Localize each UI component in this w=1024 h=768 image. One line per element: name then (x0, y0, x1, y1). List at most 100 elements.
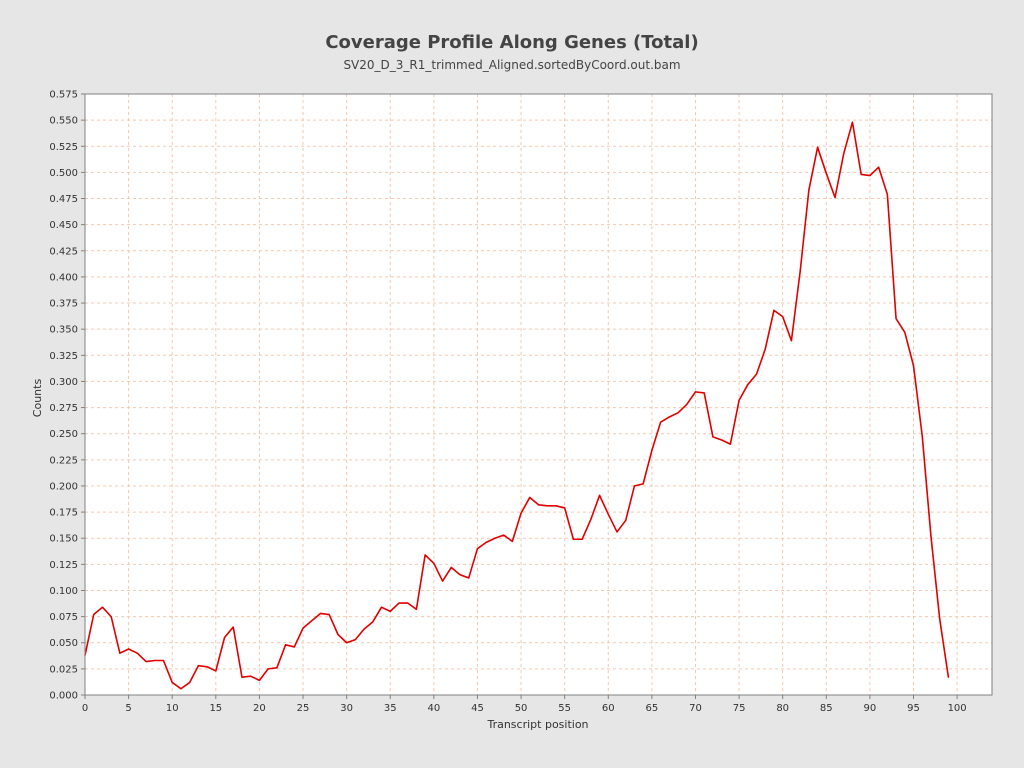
tick-labels: 0 5 10 15 20 25 30 35 40 45 50 55 60 65 70 75 80 85 90 95 10… (49, 90, 966, 715)
data-point (197, 665, 199, 667)
y-tick-label: 0.150 (49, 534, 78, 545)
y-tick-label: 0.025 (49, 664, 78, 675)
data-point (564, 507, 566, 509)
data-point (939, 618, 941, 620)
plot-area (85, 94, 992, 695)
data-point (895, 318, 897, 320)
data-point (834, 196, 836, 199)
data-point (346, 642, 348, 644)
data-point (389, 610, 391, 612)
chart-title: Coverage Profile Along Genes (Total) (325, 32, 698, 53)
data-point (790, 340, 793, 342)
x-tick-label: 30 (340, 703, 353, 714)
y-tick-label: 0.200 (49, 481, 78, 492)
x-tick-label: 0 (82, 703, 88, 714)
data-point (284, 644, 287, 646)
data-point (607, 513, 609, 515)
x-tick-label: 50 (515, 703, 528, 714)
data-point (843, 152, 845, 155)
x-tick-label: 85 (820, 703, 833, 714)
data-point (660, 421, 662, 423)
data-point (712, 436, 714, 438)
y-tick-label: 0.075 (49, 612, 78, 623)
data-point (128, 648, 130, 650)
data-point (520, 512, 522, 514)
data-point (180, 688, 182, 690)
data-point (703, 392, 705, 394)
data-point (398, 602, 400, 604)
data-point (250, 675, 252, 677)
data-point (302, 627, 304, 629)
chart-subtitle: SV20_D_3_R1_trimmed_Aligned.sortedByCoor… (343, 58, 680, 72)
data-point (311, 620, 313, 622)
data-point (912, 365, 915, 367)
data-point (921, 435, 923, 437)
data-point (206, 666, 208, 668)
x-tick-label: 40 (427, 703, 440, 714)
y-tick-label: 0.275 (49, 403, 78, 414)
data-point (511, 540, 513, 542)
data-point (642, 483, 644, 485)
axes (84, 93, 993, 696)
y-axis-label: Counts (31, 379, 44, 418)
x-tick-label: 95 (907, 703, 920, 714)
data-point (825, 172, 827, 175)
data-point (162, 659, 165, 662)
x-tick-label: 35 (384, 703, 397, 714)
data-point (319, 612, 322, 615)
x-tick-label: 55 (558, 703, 571, 714)
data-point (738, 399, 740, 401)
data-point (773, 309, 775, 311)
plot-border (84, 93, 993, 696)
data-point (459, 574, 461, 576)
y-tick-label: 0.425 (49, 246, 78, 257)
data-point (468, 577, 470, 579)
y-tick-label: 0.525 (49, 142, 78, 153)
data-point (904, 331, 906, 333)
data-point (555, 505, 557, 507)
data-point (598, 494, 601, 496)
data-point (354, 639, 356, 641)
data-point (372, 621, 374, 623)
data-point (799, 271, 801, 273)
data-point (816, 146, 819, 148)
x-tick-label: 60 (602, 703, 615, 714)
y-tick-label: 0.000 (49, 691, 78, 702)
data-point (415, 608, 417, 610)
data-point (293, 646, 295, 648)
data-point (677, 412, 679, 414)
data-point (154, 659, 156, 662)
data-point (485, 541, 487, 544)
data-point (529, 496, 531, 499)
data-point (947, 676, 949, 678)
data-point (668, 416, 670, 418)
data-point (363, 628, 365, 630)
y-tick-label: 0.125 (49, 560, 78, 571)
x-axis-label: Transcript position (486, 718, 588, 731)
x-tick-label: 10 (166, 703, 179, 714)
data-point (189, 681, 191, 684)
data-point (755, 373, 758, 375)
y-tick-label: 0.100 (49, 586, 78, 597)
y-tick-label: 0.475 (49, 194, 78, 205)
y-tick-label: 0.500 (49, 168, 78, 179)
data-point (215, 670, 217, 672)
data-point (886, 193, 888, 195)
data-point (110, 616, 112, 618)
data-point (546, 505, 548, 507)
data-point (171, 681, 173, 684)
x-tick-label: 75 (733, 703, 746, 714)
data-point (337, 633, 339, 635)
x-tick-label: 70 (689, 703, 702, 714)
y-tick-label: 0.050 (49, 638, 78, 649)
data-point (476, 548, 479, 550)
data-point (686, 403, 688, 406)
y-tick-label: 0.350 (49, 325, 78, 336)
data-point (721, 439, 723, 441)
x-tick-label: 65 (646, 703, 659, 714)
data-point (537, 504, 540, 506)
data-point (119, 652, 121, 654)
data-point (808, 189, 810, 191)
x-tick-label: 90 (864, 703, 877, 714)
